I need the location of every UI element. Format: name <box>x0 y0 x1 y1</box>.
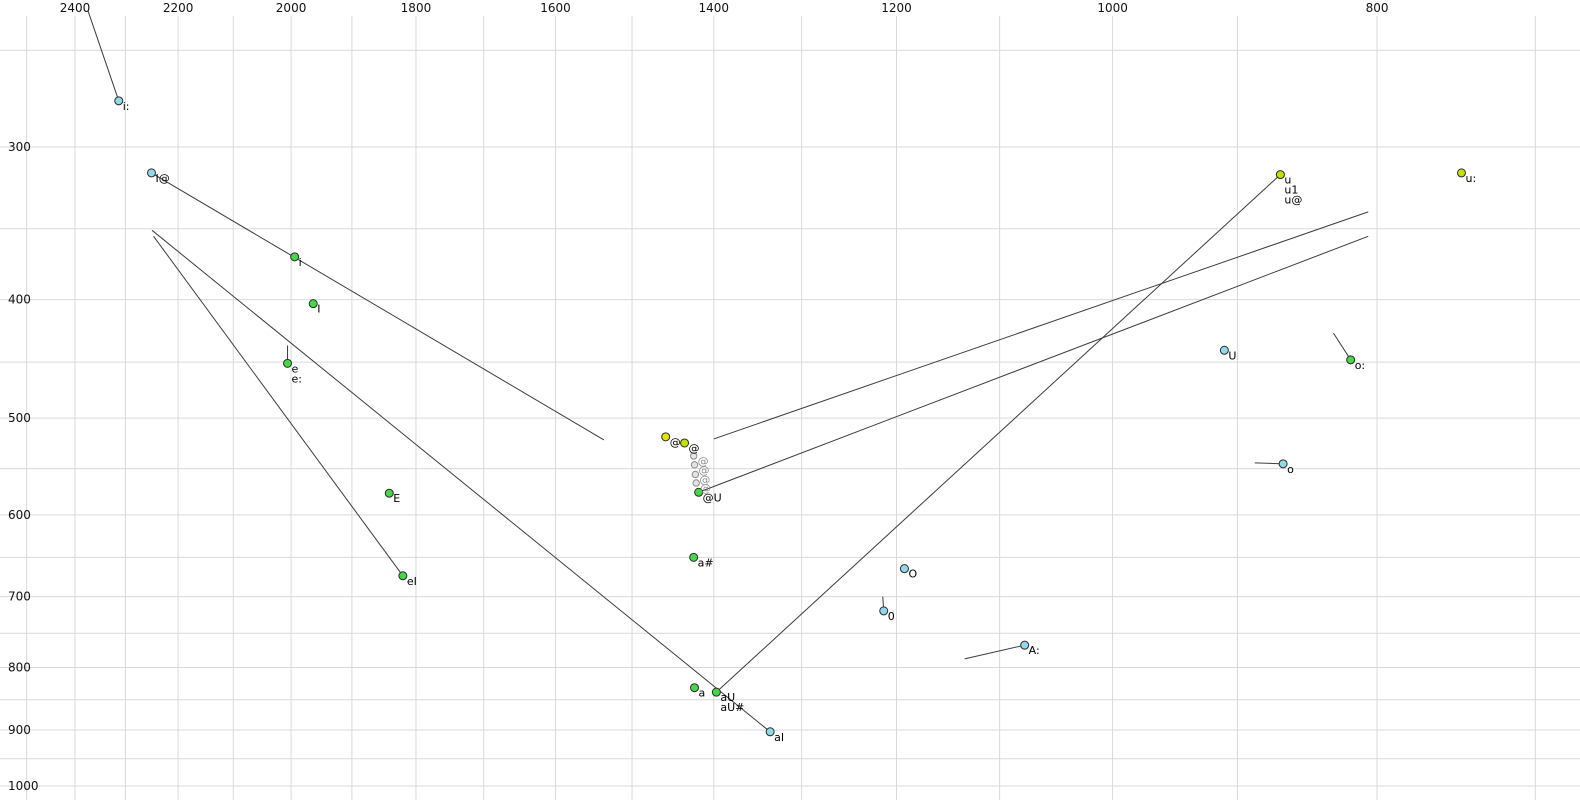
trajectory-line <box>713 211 1369 440</box>
trajectory-line <box>1333 332 1352 361</box>
vowel-point-@[interactable] <box>689 452 698 460</box>
x-axis-tick-label: 1000 <box>1097 1 1128 15</box>
trajectory-line <box>698 235 1369 493</box>
vowel-point-@[interactable] <box>691 470 700 479</box>
vowel-label: U <box>1228 349 1236 362</box>
vowel-label: 0 <box>888 610 895 623</box>
vowel-label: e <box>292 362 299 375</box>
y-axis-tick-label: 1000 <box>8 779 39 793</box>
vowel-label: u@ <box>1284 194 1302 207</box>
x-axis-tick-label: 800 <box>1366 1 1389 15</box>
trajectory-line <box>1254 462 1284 465</box>
vowel-label: o: <box>1355 359 1365 372</box>
vowel-point-O[interactable] <box>899 564 909 574</box>
vowel-label: a# <box>698 556 714 569</box>
vowel-label: A: <box>1029 644 1040 657</box>
vowel-label: @ <box>689 442 700 455</box>
vowel-point-e[interactable] <box>283 358 293 368</box>
x-axis-tick-label: 2000 <box>276 1 307 15</box>
x-axis-tick-label: 1800 <box>401 1 432 15</box>
vowel-label: i: <box>123 100 130 113</box>
x-axis-tick-label: 1200 <box>881 1 912 15</box>
vowel-point-@U[interactable] <box>694 487 704 497</box>
y-axis-tick-label: 600 <box>8 508 31 522</box>
y-axis-tick-label: 300 <box>8 140 31 154</box>
vowel-label: aU# <box>720 701 744 714</box>
vowel-point-U[interactable] <box>1219 345 1229 355</box>
vowel-label: @ <box>699 464 710 477</box>
vowel-point-@[interactable] <box>680 438 690 448</box>
vowel-label: aU <box>720 691 735 704</box>
vowel-point-u[interactable] <box>1275 170 1285 180</box>
vowel-point-I@[interactable] <box>146 168 156 178</box>
vowel-point-o[interactable] <box>1278 459 1288 469</box>
vowel-label: o <box>1287 463 1294 476</box>
vowel-label: @ <box>700 482 711 495</box>
vowel-label: a <box>699 687 706 700</box>
vowel-point-@[interactable] <box>690 461 699 469</box>
vowel-point-@[interactable] <box>692 479 700 487</box>
trajectory-line <box>964 644 1025 660</box>
vowel-point-i:[interactable] <box>114 96 124 106</box>
vowel-point-a#[interactable] <box>689 552 699 562</box>
y-axis-tick-label: 700 <box>8 590 31 604</box>
y-axis-tick-label: 900 <box>8 723 31 737</box>
vowel-label: @ <box>670 436 681 449</box>
vowel-point-aU[interactable] <box>711 687 721 697</box>
vowel-label: aI <box>774 731 784 744</box>
vowel-label: i <box>299 256 302 269</box>
x-axis-tick-label: 2200 <box>163 1 194 15</box>
vowel-point-u:[interactable] <box>1456 168 1466 178</box>
vowel-label: u <box>1284 174 1291 187</box>
y-axis-tick-label: 500 <box>8 411 31 425</box>
x-axis-tick-label: 1400 <box>699 1 730 15</box>
vowel-point-eI[interactable] <box>398 571 408 581</box>
vowel-label: eI <box>407 575 417 588</box>
y-axis-tick-label: 800 <box>8 661 31 675</box>
trajectory-line <box>716 174 1281 693</box>
trajectory-line <box>153 236 404 577</box>
vowel-point-A:[interactable] <box>1020 640 1030 650</box>
trajectory-line <box>151 172 605 441</box>
vowel-label: I <box>317 303 320 316</box>
vowel-label: u: <box>1465 172 1476 185</box>
vowel-label: e: <box>292 372 302 385</box>
vowel-point-a[interactable] <box>690 683 700 693</box>
vowel-label: @U <box>703 491 722 504</box>
trajectory-line <box>151 229 771 733</box>
x-axis-tick-label: 2400 <box>60 1 91 15</box>
vowel-label: E <box>393 492 400 505</box>
vowel-label: @ <box>698 455 709 468</box>
vowel-point-o:[interactable] <box>1346 355 1356 365</box>
vowel-point-0[interactable] <box>879 606 889 616</box>
vowel-point-@[interactable] <box>661 432 671 442</box>
trajectory-line <box>87 10 120 101</box>
vowel-label: @ <box>699 473 710 486</box>
vowel-label: u1 <box>1284 184 1298 197</box>
vowel-label: O <box>908 568 917 581</box>
vowel-point-i[interactable] <box>290 252 300 262</box>
vowel-label: I@ <box>155 172 169 185</box>
y-axis-tick-label: 400 <box>8 293 31 307</box>
vowel-point-E[interactable] <box>384 488 394 498</box>
x-axis-tick-label: 1600 <box>540 1 571 15</box>
vowel-point-I[interactable] <box>308 299 318 309</box>
vowel-point-aI[interactable] <box>765 727 775 737</box>
